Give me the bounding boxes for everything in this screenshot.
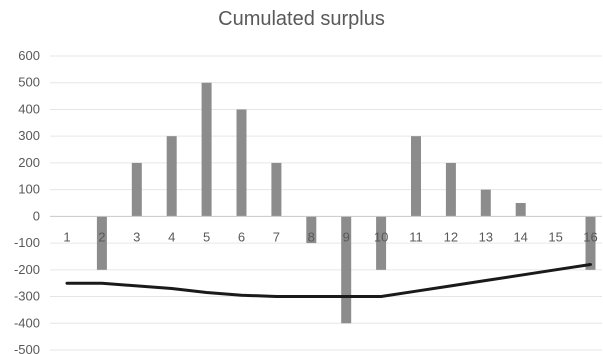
y-tick-label: 500 <box>18 75 40 90</box>
bar <box>166 136 177 217</box>
y-tick-label: -400 <box>14 315 40 330</box>
x-tick-label: 14 <box>513 229 527 244</box>
x-tick-label: 4 <box>168 229 175 244</box>
x-tick-label: 16 <box>583 229 597 244</box>
x-tick-label: 5 <box>203 229 210 244</box>
bar <box>515 203 526 217</box>
bar <box>271 162 282 217</box>
bar <box>411 136 421 217</box>
y-tick-label: -300 <box>14 289 40 304</box>
bar <box>585 216 596 270</box>
y-tick-label: -200 <box>14 262 40 277</box>
y-tick-label: 0 <box>33 208 40 223</box>
bar <box>306 216 317 244</box>
x-tick-label: 11 <box>409 229 423 244</box>
bar <box>201 82 212 217</box>
bar <box>376 216 387 270</box>
bar <box>131 162 142 217</box>
y-tick-label: 400 <box>18 101 40 116</box>
bar <box>341 216 352 324</box>
x-tick-label: 12 <box>444 229 458 244</box>
x-tick-label: 15 <box>548 229 562 244</box>
y-tick-label: 600 <box>18 48 40 63</box>
x-tick-label: 8 <box>308 229 315 244</box>
cumulated-line <box>65 263 592 298</box>
bar <box>96 216 107 270</box>
x-tick-label: 3 <box>133 229 140 244</box>
bar <box>445 162 456 217</box>
line-series <box>65 263 592 298</box>
x-tick-label: 10 <box>374 229 388 244</box>
y-tick-label: 300 <box>18 128 40 143</box>
bar-series <box>96 82 596 324</box>
chart-title: Cumulated surplus <box>218 8 385 30</box>
x-tick-label: 7 <box>273 229 280 244</box>
x-tick-label: 1 <box>63 229 70 244</box>
x-tick-label: 6 <box>238 229 245 244</box>
x-axis-ticks: 1 2 3 4 5 6 7 8 9 10 11 12 13 14 15 16 <box>63 229 597 244</box>
y-tick-label: -500 <box>14 342 40 354</box>
x-tick-label: 9 <box>343 229 350 244</box>
x-tick-label: 2 <box>98 229 105 244</box>
y-tick-label: -100 <box>14 235 40 250</box>
bar <box>236 109 247 217</box>
y-tick-label: 100 <box>18 182 40 197</box>
bar <box>480 189 491 217</box>
x-tick-label: 13 <box>479 229 493 244</box>
y-tick-label: 200 <box>18 155 40 170</box>
y-axis-ticks: 600 500 400 300 200 100 0 -100 -200 -300 -400 -500 <box>14 48 40 354</box>
